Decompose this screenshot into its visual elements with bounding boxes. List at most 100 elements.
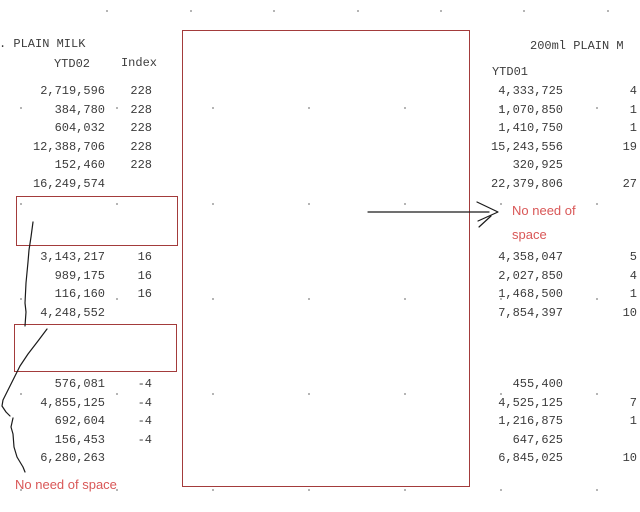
grid-dot bbox=[404, 107, 406, 109]
left-value-cell: 6,280,263 bbox=[40, 451, 105, 465]
redline-box-left-lower-empty-rows bbox=[14, 324, 177, 372]
left-index-cell: 228 bbox=[130, 121, 152, 135]
left-value-cell: 152,460 bbox=[54, 158, 105, 172]
grid-dot bbox=[116, 107, 118, 109]
right-value-cell: 320,925 bbox=[512, 158, 563, 172]
right-value-column-header: YTD01 bbox=[491, 65, 528, 79]
right-index-cell: 5 bbox=[629, 250, 637, 264]
right-index-cell: 4 bbox=[629, 268, 637, 283]
right-table-title: 200ml PLAIN M bbox=[530, 39, 624, 53]
right-value-cell: 7,854,397 bbox=[498, 305, 563, 320]
grid-dot bbox=[212, 393, 214, 395]
grid-dot bbox=[596, 203, 598, 205]
left-index-cell: 228 bbox=[130, 84, 152, 98]
grid-dot bbox=[212, 203, 214, 205]
right-value-cell: 6,845,025 bbox=[498, 451, 563, 465]
left-index-cell: -4 bbox=[137, 377, 152, 391]
left-value-cell: 604,032 bbox=[54, 121, 105, 135]
grid-dot bbox=[116, 489, 118, 491]
right-value-cell: 4,358,047 bbox=[498, 250, 563, 264]
right-index-cell: 1 bbox=[629, 102, 637, 117]
grid-dot bbox=[596, 107, 598, 109]
left-index-cell: -4 bbox=[137, 395, 152, 410]
left-value-cell: 2,719,596 bbox=[40, 84, 105, 98]
left-value-cell: 3,143,217 bbox=[40, 250, 105, 264]
arrow-head bbox=[476, 201, 499, 222]
right-value-cell: 15,243,556 bbox=[490, 139, 563, 154]
left-value-cell: 16,249,574 bbox=[32, 176, 105, 191]
left-value-cell: 692,604 bbox=[54, 414, 105, 428]
left-value-cell: 4,855,125 bbox=[40, 395, 105, 410]
grid-dot bbox=[308, 393, 310, 395]
grid-dot bbox=[116, 393, 118, 395]
grid-dot bbox=[20, 489, 22, 491]
grid-dot bbox=[357, 10, 359, 12]
left-index-cell: 16 bbox=[137, 287, 152, 301]
left-value-cell: 989,175 bbox=[54, 268, 105, 283]
right-index-cell: 7 bbox=[629, 395, 637, 410]
grid-dot bbox=[212, 298, 214, 300]
right-value-cell: 2,027,850 bbox=[498, 268, 563, 283]
grid-dot bbox=[190, 10, 192, 12]
left-value-cell: 384,780 bbox=[54, 102, 105, 117]
right-index-cell: 1 bbox=[629, 287, 637, 301]
right-index-cell: 10 bbox=[622, 305, 637, 320]
grid-dot bbox=[440, 10, 442, 12]
note-no-need-of-space-bottom: No need of space bbox=[15, 477, 117, 492]
grid-dot bbox=[500, 203, 502, 205]
grid-dot bbox=[212, 107, 214, 109]
left-value-column-header: YTD02 bbox=[53, 57, 90, 71]
grid-dot bbox=[596, 298, 598, 300]
redline-box-left-upper-empty-rows bbox=[16, 196, 178, 246]
grid-dot bbox=[596, 489, 598, 491]
left-index-cell: 16 bbox=[137, 250, 152, 264]
grid-dot bbox=[404, 489, 406, 491]
left-index-cell: 228 bbox=[130, 102, 152, 117]
right-value-cell: 1,216,875 bbox=[498, 414, 563, 428]
left-value-cell: 576,081 bbox=[54, 377, 105, 391]
right-value-cell: 4,525,125 bbox=[498, 395, 563, 410]
left-value-cell: 156,453 bbox=[54, 432, 105, 447]
redline-box-center-empty-columns bbox=[182, 30, 470, 487]
grid-dot bbox=[106, 10, 108, 12]
right-value-cell: 1,468,500 bbox=[498, 287, 563, 301]
left-value-cell: 116,160 bbox=[54, 287, 105, 301]
left-value-cell: 12,388,706 bbox=[32, 139, 105, 154]
right-index-cell: 1 bbox=[629, 414, 637, 428]
grid-dot bbox=[20, 393, 22, 395]
right-index-cell: 10 bbox=[622, 451, 637, 465]
right-value-cell: 647,625 bbox=[512, 432, 563, 447]
right-value-cell: 1,410,750 bbox=[498, 121, 563, 135]
grid-dot bbox=[273, 10, 275, 12]
left-index-column-header: Index bbox=[120, 56, 157, 70]
right-index-cell: 1 bbox=[629, 121, 637, 135]
grid-dot bbox=[308, 203, 310, 205]
grid-dot bbox=[116, 203, 118, 205]
grid-dot bbox=[212, 489, 214, 491]
grid-dot bbox=[523, 10, 525, 12]
grid-dot bbox=[607, 10, 609, 12]
grid-dot bbox=[20, 203, 22, 205]
grid-dot bbox=[404, 393, 406, 395]
note-no-need-of-space-right-line2: space bbox=[512, 227, 547, 242]
grid-dot bbox=[20, 107, 22, 109]
grid-dot bbox=[500, 107, 502, 109]
left-index-cell: 228 bbox=[130, 158, 152, 172]
right-value-cell: 455,400 bbox=[512, 377, 563, 391]
grid-dot bbox=[308, 298, 310, 300]
right-value-cell: 22,379,806 bbox=[490, 176, 563, 191]
grid-dot bbox=[500, 393, 502, 395]
right-index-cell: 19 bbox=[622, 139, 637, 154]
left-table-title: . PLAIN MILK bbox=[0, 37, 86, 51]
right-value-cell: 1,070,850 bbox=[498, 102, 563, 117]
arrow-head-stray-stroke bbox=[478, 215, 492, 228]
grid-dot bbox=[308, 489, 310, 491]
grid-dot bbox=[308, 107, 310, 109]
right-value-cell: 4,333,725 bbox=[498, 84, 563, 98]
grid-dot bbox=[404, 298, 406, 300]
note-no-need-of-space-right-line1: No need of bbox=[512, 203, 576, 218]
grid-dot bbox=[116, 298, 118, 300]
grid-dot bbox=[596, 393, 598, 395]
left-index-cell: -4 bbox=[137, 414, 152, 428]
